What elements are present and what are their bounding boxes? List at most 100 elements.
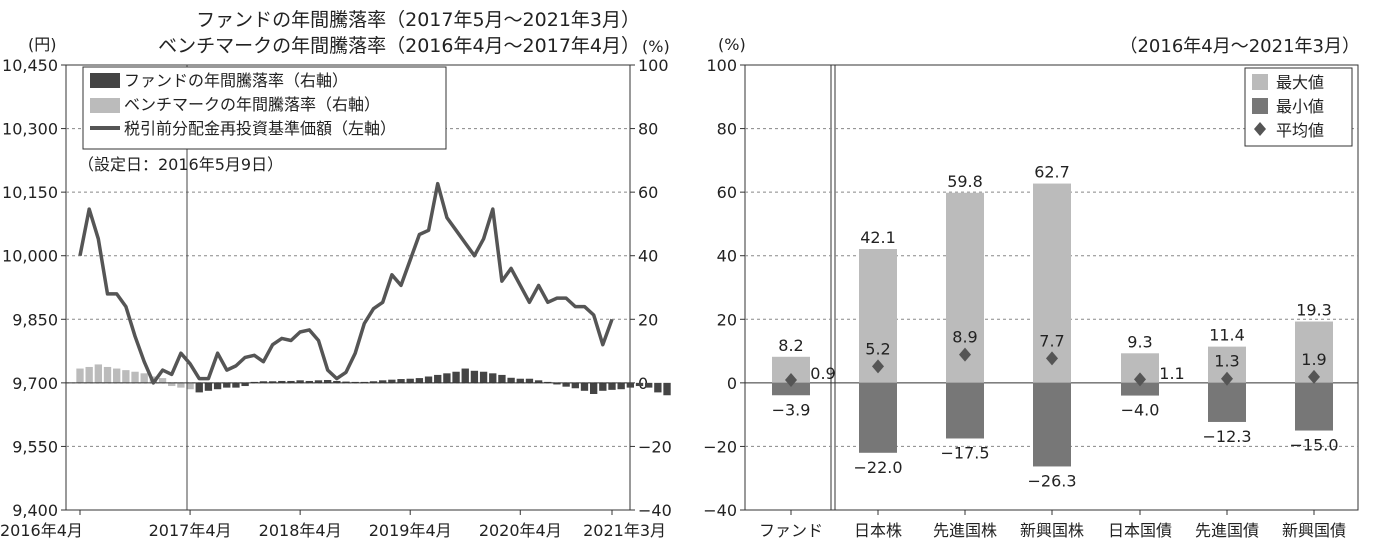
legend-max-swatch	[1252, 74, 1268, 90]
avg-marker	[1308, 369, 1320, 384]
avg-value-label: 8.9	[952, 328, 977, 347]
fund-bar	[268, 381, 277, 383]
left-legend-box	[82, 66, 447, 150]
fund-bar	[232, 382, 240, 388]
left-plot-frame	[65, 64, 631, 511]
left-y-tick-label: 9,550	[12, 437, 58, 456]
avg-value-label: 5.2	[865, 339, 890, 358]
legend-min-swatch	[1252, 98, 1268, 114]
x-tick-label: 2016年4月	[0, 521, 83, 540]
benchmark-bar	[186, 382, 194, 390]
fund-bar	[287, 380, 295, 383]
fund-bar	[213, 382, 222, 390]
fund-bar	[195, 382, 203, 393]
fund-bar	[599, 382, 607, 391]
right-chart-y-tick-label: 0	[727, 374, 737, 393]
category-label: ファンド	[759, 521, 823, 540]
fund-bar	[434, 374, 442, 383]
max-value-label: 8.2	[778, 336, 803, 355]
avg-value-label: 0.9	[810, 364, 835, 383]
benchmark-bar	[76, 368, 84, 383]
right-y-tick-label: 40	[638, 247, 658, 266]
fund-bar	[489, 373, 497, 383]
fund-bar	[516, 378, 524, 383]
fund-bar	[415, 378, 424, 383]
fund-bar	[461, 368, 469, 383]
right-y-tick-label: 20	[638, 310, 658, 329]
legend-min-label: 最小値	[1276, 97, 1324, 116]
fund-bar	[608, 382, 616, 390]
right-chart-y-tick-label: −40	[703, 501, 737, 520]
x-tick-label: 2021年3月	[583, 521, 666, 540]
benchmark-bar	[103, 366, 112, 383]
nav-line	[78, 181, 614, 385]
fund-bar	[617, 382, 625, 390]
min-bar	[1033, 382, 1071, 467]
fund-bar	[424, 376, 433, 383]
fund-bar	[452, 371, 460, 383]
min-value-label: −22.0	[853, 458, 902, 477]
right-chart-y-ticks: −40 −20 0 20 40 60 80 100	[703, 56, 745, 520]
right-axis-unit: (%)	[642, 37, 670, 56]
fund-bar	[379, 380, 387, 383]
max-value-label: 59.8	[947, 172, 983, 191]
max-value-label: 62.7	[1034, 163, 1070, 182]
right-y-tick-label: 60	[638, 183, 658, 202]
max-bar	[1033, 183, 1071, 383]
left-bars	[76, 364, 671, 396]
avg-marker	[1134, 372, 1146, 387]
x-tick-label: 2019年4月	[369, 521, 452, 540]
fund-bar	[571, 382, 579, 389]
avg-value-label: 1.1	[1159, 364, 1184, 383]
category-label: 先進国債	[1195, 521, 1259, 540]
max-value-label: 19.3	[1296, 301, 1332, 320]
benchmark-bar	[85, 366, 93, 383]
right-chart-y-tick-label: 60	[717, 183, 737, 202]
left-y-tick-label: 9,700	[12, 374, 58, 393]
legend-benchmark-swatch	[90, 98, 120, 113]
fund-bar	[314, 380, 323, 383]
fund-bar	[580, 382, 589, 391]
min-bar	[1295, 382, 1333, 431]
max-value-label: 42.1	[860, 228, 896, 247]
left-axis-unit: (円)	[28, 35, 57, 54]
avg-value-label: 7.7	[1039, 331, 1064, 350]
fund-bar	[589, 382, 598, 394]
fund-bar	[241, 382, 249, 387]
fund-bar	[626, 382, 635, 388]
benchmark-bar	[168, 382, 176, 387]
left-legend: ファンドの年間騰落率（右軸） ベンチマークの年間騰落率（右軸） 税引前分配金再投…	[82, 66, 447, 150]
benchmark-bar	[113, 368, 121, 383]
fund-bar	[553, 382, 561, 385]
right-y-tick-label: 100	[638, 56, 669, 75]
left-y-tick-label: 10,300	[2, 120, 58, 139]
left-gridlines	[66, 128, 630, 447]
x-tick-label: 2020年4月	[479, 521, 562, 540]
left-y-tick-label: 10,000	[2, 247, 58, 266]
fund-bar	[259, 381, 268, 383]
avg-marker	[872, 359, 884, 374]
min-value-label: −3.9	[772, 400, 811, 419]
legend-max-label: 最大値	[1276, 73, 1324, 92]
fund-bar	[654, 382, 662, 393]
category-label: 新興国債	[1282, 521, 1346, 540]
fund-bar	[388, 379, 396, 383]
right-chart-y-tick-label: 20	[717, 310, 737, 329]
fund-bar	[534, 380, 543, 383]
right-chart-y-tick-label: −20	[703, 437, 737, 456]
min-value-label: −26.3	[1027, 471, 1076, 490]
benchmark-bar	[140, 373, 148, 383]
fund-bar	[443, 373, 451, 383]
avg-marker	[785, 372, 797, 387]
right-y-tick-label: −20	[638, 437, 672, 456]
left-y-tick-label: 9,850	[12, 310, 58, 329]
left-chart-title-line-1: ファンドの年間騰落率（2017年5月〜2021年3月）	[196, 9, 640, 31]
fund-bar	[296, 380, 304, 383]
fund-bar	[305, 380, 313, 383]
min-bar	[772, 382, 810, 396]
fund-bar	[562, 382, 570, 387]
right-chart-bars	[772, 183, 1333, 467]
right-chart-y-tick-label: 100	[706, 56, 737, 75]
x-tick-label: 2018年4月	[259, 521, 342, 540]
